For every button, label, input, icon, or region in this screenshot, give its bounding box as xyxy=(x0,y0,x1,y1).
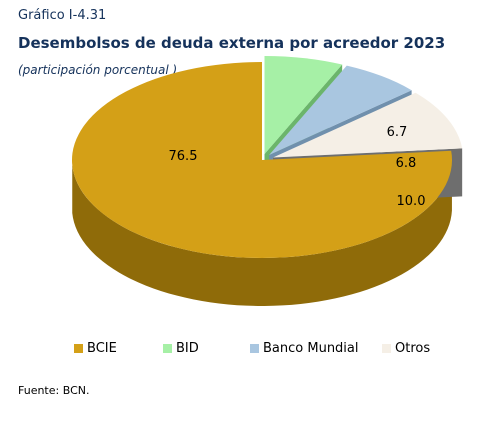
pie-side-bcie xyxy=(72,162,452,307)
legend-item-otros: Otros xyxy=(382,341,430,356)
source-note: Fuente: BCN. xyxy=(18,384,90,397)
legend-label-bcie: BCIE xyxy=(87,341,117,356)
pie-chart: 76.5 6.7 6.8 10.0 xyxy=(71,55,463,307)
pie-slice-bid xyxy=(264,55,343,154)
legend-swatch-bcie xyxy=(74,344,83,353)
legend-swatch-bid xyxy=(163,344,172,353)
legend-swatch-banco-mundial xyxy=(250,344,259,353)
value-label-otros: 10.0 xyxy=(397,194,426,209)
pie-slice-otros xyxy=(273,92,463,158)
legend-label-banco-mundial: Banco Mundial xyxy=(263,341,359,356)
legend-label-otros: Otros xyxy=(395,341,431,356)
pie-slice-bcie xyxy=(71,62,453,258)
chart-subtitle: (participación porcentual ) xyxy=(18,63,178,77)
legend-label-bid: BID xyxy=(176,341,199,356)
legend-item-bid: BID xyxy=(163,341,199,356)
pie-slice-banco-mundial xyxy=(269,65,412,156)
legend-item-banco-mundial: Banco Mundial xyxy=(250,341,359,356)
legend-swatch-otros xyxy=(382,344,391,353)
value-label-bid: 6.7 xyxy=(387,125,408,140)
value-label-banco-mundial: 6.8 xyxy=(396,156,417,171)
chart-label: Gráfico I-4.31 xyxy=(18,8,107,23)
chart-legend: BCIE BID Banco Mundial Otros xyxy=(0,341,487,361)
value-label-bcie: 76.5 xyxy=(169,149,198,164)
legend-item-bcie: BCIE xyxy=(74,341,117,356)
chart-title: Desembolsos de deuda externa por acreedo… xyxy=(18,34,446,52)
